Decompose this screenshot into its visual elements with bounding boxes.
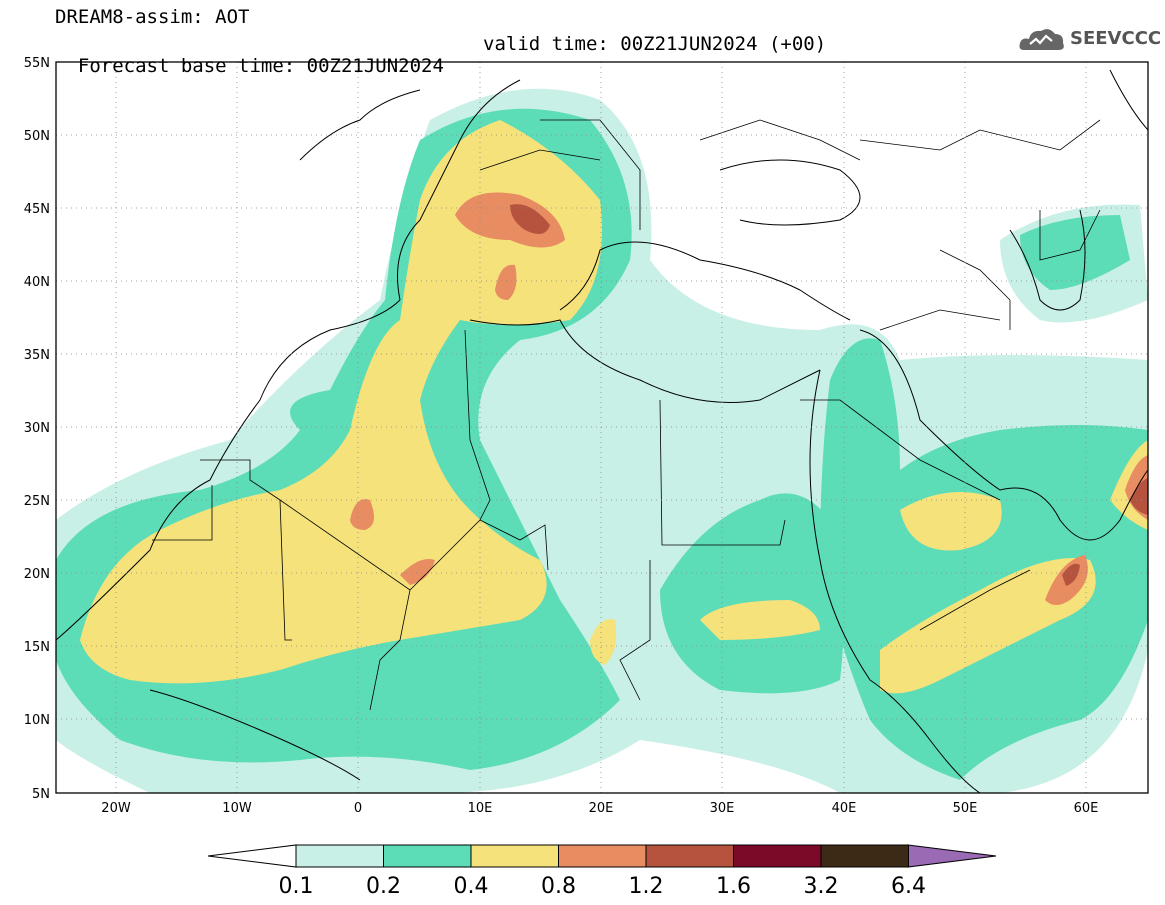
lat-label: 55N — [24, 56, 50, 71]
colorbar-label: 1.6 — [716, 874, 751, 899]
lon-label: 30E — [710, 801, 735, 816]
lon-label: 50E — [953, 801, 978, 816]
lon-label: 60E — [1074, 801, 1099, 816]
borders — [152, 119, 1101, 711]
colorbar-over-arrow — [907, 844, 997, 868]
seevccc-logo: SEEVCCC — [1018, 22, 1162, 58]
map-title: DREAM8-assim: AOT — [55, 6, 250, 28]
colorbar-box — [733, 844, 822, 868]
colorbar-box — [295, 844, 384, 868]
lon-label: 10E — [468, 801, 493, 816]
colorbar-label: 6.4 — [891, 874, 926, 899]
aot-band-12 — [510, 204, 1148, 586]
colorbar-box — [820, 844, 909, 868]
aot-band-04 — [80, 120, 1148, 694]
lon-label: 40E — [832, 801, 857, 816]
colorbar-label: 0.4 — [454, 874, 489, 899]
cloud-logo-icon — [1019, 29, 1064, 50]
colorbar-label: 0.1 — [279, 874, 314, 899]
lat-label: 35N — [24, 348, 50, 363]
lon-label: 10W — [222, 801, 252, 816]
valid-time-text: valid time: 00Z21JUN2024 (+00) — [483, 33, 827, 55]
coastlines — [56, 69, 1148, 793]
plot-frame — [55, 61, 1149, 794]
colorbar-box — [383, 844, 472, 868]
logo-text: SEEVCCC — [1070, 28, 1162, 49]
lat-label: 10N — [24, 713, 50, 728]
colorbar: 0.1 0.2 0.4 0.8 1.2 1.6 3.2 6.4 — [207, 844, 997, 899]
grid-lines — [56, 62, 1148, 793]
lat-label: 50N — [24, 129, 50, 144]
lat-label: 5N — [32, 787, 50, 802]
colorbar-under-arrow — [207, 844, 297, 868]
lat-label: 45N — [24, 202, 50, 217]
lon-label: 20W — [101, 801, 131, 816]
lat-label: 15N — [24, 640, 50, 655]
lat-label: 40N — [24, 275, 50, 290]
lat-label: 20N — [24, 567, 50, 582]
lon-label: 20E — [589, 801, 614, 816]
lat-label: 25N — [24, 494, 50, 509]
base-time-label: Forecast base time: 00Z21JUN2024 valid t… — [55, 33, 826, 99]
colorbar-label: 3.2 — [804, 874, 839, 899]
base-time-text: Forecast base time: 00Z21JUN2024 — [77, 55, 444, 77]
colorbar-box — [645, 844, 734, 868]
colorbar-label: 0.2 — [366, 874, 401, 899]
lon-labels: 20W 10W 0 10E 20E 30E 40E 50E 60E — [101, 801, 1098, 816]
lat-labels: 55N 50N 45N 40N 35N 30N 25N 20N 15N 10N … — [24, 56, 50, 802]
colorbar-box — [558, 844, 647, 868]
aot-fields — [56, 88, 1148, 793]
colorbar-label: 1.2 — [629, 874, 664, 899]
colorbar-box — [470, 844, 559, 868]
colorbar-label: 0.8 — [541, 874, 576, 899]
lat-label: 30N — [24, 421, 50, 436]
lon-label: 0 — [354, 801, 362, 816]
